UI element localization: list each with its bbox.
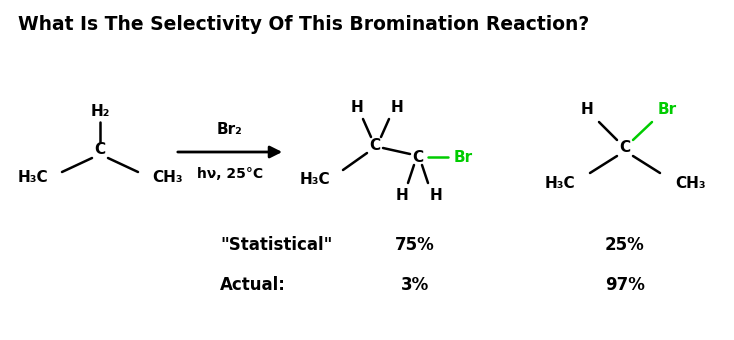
Text: H₃C: H₃C <box>545 175 575 190</box>
Text: H: H <box>351 100 363 115</box>
Text: C: C <box>619 140 631 155</box>
Text: H₃C: H₃C <box>18 170 48 186</box>
Text: CH₃: CH₃ <box>152 170 183 186</box>
Text: H₃C: H₃C <box>299 172 330 187</box>
Text: C: C <box>413 150 424 165</box>
Text: H: H <box>390 100 404 115</box>
Text: 75%: 75% <box>395 236 435 254</box>
Text: H: H <box>581 102 593 118</box>
Text: CH₃: CH₃ <box>675 175 705 190</box>
Text: Br: Br <box>454 150 473 165</box>
Text: "Statistical": "Statistical" <box>220 236 333 254</box>
Text: Br₂: Br₂ <box>217 122 243 137</box>
Text: 25%: 25% <box>605 236 645 254</box>
Text: H: H <box>429 187 443 203</box>
Text: What Is The Selectivity Of This Bromination Reaction?: What Is The Selectivity Of This Brominat… <box>18 15 589 34</box>
Text: Br: Br <box>658 102 677 118</box>
Text: Actual:: Actual: <box>220 276 286 294</box>
Text: 97%: 97% <box>605 276 645 294</box>
Text: hν, 25°C: hν, 25°C <box>197 167 263 181</box>
Text: H₂: H₂ <box>90 104 109 119</box>
Text: 3%: 3% <box>401 276 429 294</box>
Text: C: C <box>369 137 380 153</box>
Text: H: H <box>396 187 408 203</box>
Text: C: C <box>95 142 106 157</box>
